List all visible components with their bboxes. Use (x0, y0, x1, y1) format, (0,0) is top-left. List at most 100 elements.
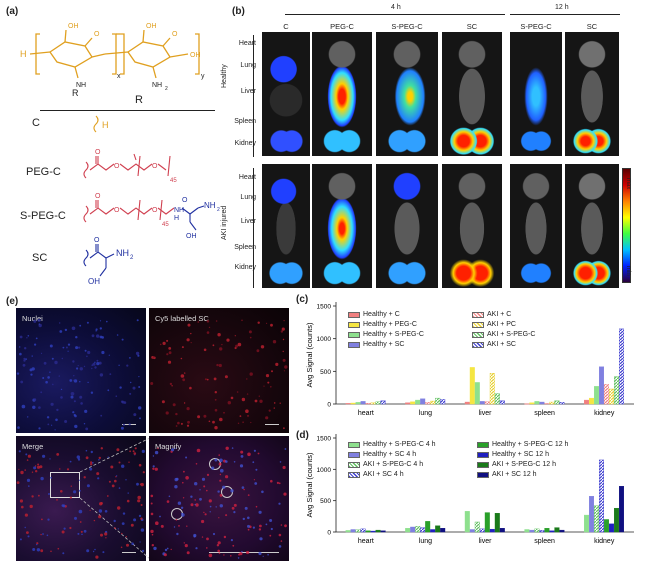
chem-row-spegc-name: S-PEG-C (20, 210, 66, 222)
time-12h-rule (510, 14, 620, 15)
chem-row-sc-name: SC (32, 252, 48, 264)
bar (489, 528, 495, 533)
panel-c-label: (c) (296, 294, 309, 305)
time-12h-label: 12 h (555, 4, 569, 11)
micro-cy5-label: Cy5 labelled SC (155, 314, 209, 323)
time-4h-label: 4 h (391, 4, 401, 11)
x-category-label: liver (479, 538, 493, 545)
bar (604, 384, 610, 405)
legend-item: Healthy + S-PEG-C 4 h (348, 440, 469, 449)
legend-item: Healthy + SC 12 h (477, 450, 598, 459)
legend-item: Healthy + SC 4 h (348, 450, 469, 459)
group-aki-rule (253, 168, 254, 288)
bar (524, 529, 530, 533)
bar (529, 529, 535, 533)
panel-a-label: (a) (6, 6, 19, 17)
svg-text:O: O (114, 163, 120, 170)
legend-item: AKI + SC 12 h (477, 470, 598, 479)
organ-label: Lung (240, 194, 256, 201)
bar (609, 388, 615, 405)
legend-swatch (477, 441, 489, 448)
micro-magnify: Magnify (149, 436, 289, 561)
bar (425, 521, 431, 533)
chart-c: 0 500 1000 1500 Avg Signal (counts) heart lung… (305, 302, 634, 417)
chem-h: H (20, 49, 27, 59)
bar (469, 529, 475, 533)
bar (380, 400, 386, 405)
legend-item: AKI + S-PEG-C (472, 330, 588, 339)
bar (524, 403, 530, 405)
bar (420, 398, 426, 405)
svg-text:O: O (95, 149, 101, 156)
legend-item: Healthy + SC (348, 340, 464, 349)
svg-text:y: y (201, 73, 205, 80)
bar (619, 328, 625, 405)
legend-label: AKI + S-PEG-C 12 h (492, 461, 556, 468)
bar (584, 399, 590, 405)
bar (474, 382, 480, 405)
legend-label: Healthy + S-PEG-C 12 h (492, 441, 569, 448)
column-header: S-PEG-C (520, 22, 552, 31)
bar (534, 528, 540, 533)
bar (469, 367, 475, 405)
bar (599, 366, 605, 405)
svg-text:O: O (152, 207, 158, 214)
bar (549, 530, 555, 533)
bar (499, 400, 505, 405)
highlight-circle (171, 508, 183, 520)
bar (370, 402, 376, 405)
bar (599, 459, 605, 533)
organ-label: Spleen (234, 118, 256, 125)
organ-image-tile (262, 32, 310, 156)
bar (614, 507, 620, 533)
bar (614, 376, 620, 405)
bar (345, 403, 351, 405)
svg-text:OH: OH (186, 233, 197, 240)
legend-label: AKI + SC 4 h (363, 471, 404, 478)
organ-label: Heart (238, 40, 256, 47)
legend-item: AKI + C (472, 310, 588, 319)
legend-label: Healthy + SC 4 h (363, 451, 417, 458)
group-aki-label: AKI injured (221, 205, 228, 240)
bar (554, 400, 560, 405)
legend-label: AKI + PC (487, 321, 516, 328)
column-header: SC (586, 22, 598, 31)
legend-swatch (348, 441, 360, 448)
bar (405, 528, 411, 533)
svg-text:H: H (102, 120, 109, 130)
organ-image-tile (565, 164, 619, 288)
r-header-rule (40, 110, 215, 111)
legend-swatch (348, 311, 360, 318)
legend-label: Healthy + SC (363, 341, 405, 348)
x-category-label: heart (358, 410, 374, 417)
legend-swatch (472, 311, 484, 318)
organ-label: Kidney (234, 140, 256, 147)
svg-text:NH: NH (204, 201, 216, 210)
highlight-circle (209, 458, 221, 470)
r-header: R (135, 94, 143, 106)
c-group: H (93, 115, 109, 133)
organ-image-tile (376, 32, 438, 156)
sc-group: O NH 2 OH (83, 237, 134, 286)
bar (544, 528, 550, 533)
chem-row-pegc-name: PEG-C (26, 166, 61, 178)
peg-group: O O O 45 (83, 149, 177, 184)
y-axis-label: Avg Signal (counts) (305, 452, 314, 517)
y-tick-label: 0 (327, 530, 331, 537)
bar (375, 529, 381, 533)
speg-group: O O O 45 NH H NH 2 OH O (83, 193, 220, 240)
legend-item: AKI + S-PEG-C 4 h (348, 460, 469, 469)
micro-nuclei-label: Nuclei (22, 314, 43, 323)
x-category-label: lung (419, 410, 432, 417)
svg-text:OH: OH (146, 23, 157, 30)
legend-label: Healthy + C (363, 311, 400, 318)
svg-text:2: 2 (217, 207, 220, 213)
bar (529, 402, 535, 405)
bar (549, 401, 555, 405)
svg-text:OH: OH (68, 23, 79, 30)
bar (435, 525, 441, 533)
bar (539, 530, 545, 533)
legend-swatch (348, 471, 360, 478)
micro-magnify-label: Magnify (155, 442, 182, 451)
legend-label: AKI + C (487, 311, 512, 318)
